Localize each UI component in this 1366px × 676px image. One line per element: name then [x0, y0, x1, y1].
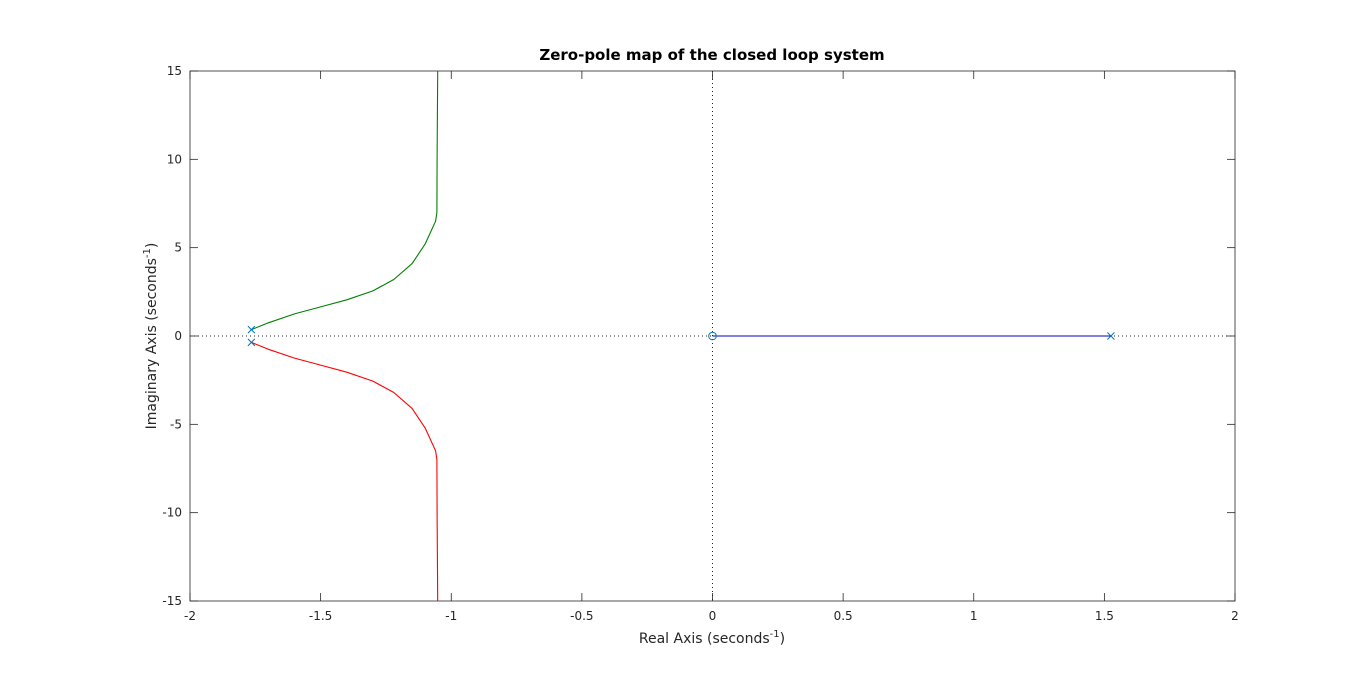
- y-tick-label: 0: [174, 329, 182, 343]
- zero-marker: [708, 331, 717, 341]
- y-axis-label-main: Imaginary Axis (seconds: [144, 258, 160, 429]
- locus-branch-2: [251, 341, 439, 602]
- x-axis-label-main: Real Axis (seconds: [639, 631, 770, 647]
- x-axis-label: Real Axis (seconds-1): [639, 629, 785, 647]
- x-tick-label: 2: [1231, 609, 1239, 623]
- x-tick-label: 1.5: [1095, 609, 1114, 623]
- pole-marker-stroke: [247, 325, 256, 334]
- y-tick-label: -15: [162, 594, 182, 608]
- pole-marker-stroke: [1107, 332, 1115, 340]
- y-tick-label: -5: [170, 417, 182, 431]
- x-axis-label-sup: -1: [770, 629, 780, 640]
- x-tick-label: -2: [184, 609, 196, 623]
- y-axis-label-sup: -1: [142, 248, 153, 258]
- y-tick-label: 5: [174, 241, 182, 255]
- x-tick-label: 0.5: [834, 609, 853, 623]
- x-axis-label-suffix: ): [780, 631, 785, 647]
- x-tick-label: 1: [970, 609, 978, 623]
- pole-marker-stroke: [247, 338, 256, 347]
- y-tick-label: 15: [167, 64, 182, 78]
- x-tick-label: -1.5: [309, 609, 332, 623]
- y-axis-label: Imaginary Axis (seconds-1): [142, 243, 160, 430]
- chart-title: Zero-pole map of the closed loop system: [539, 46, 884, 64]
- x-tick-label: -0.5: [570, 609, 593, 623]
- pole-marker: [247, 338, 256, 347]
- plot-area: -2 -1.5 -1 -0.5 0 0.5 1 1.5 2 -15 -10 -5 0 5 10 15: [162, 64, 1238, 623]
- x-tick-label: 0: [709, 609, 717, 623]
- y-axis-label-suffix: ): [144, 243, 160, 248]
- locus-branch-1: [251, 70, 439, 331]
- y-tick-label: -10: [162, 506, 182, 520]
- x-tick-label: -1: [445, 609, 457, 623]
- pole-marker: [1107, 332, 1115, 340]
- y-tick-label: 10: [167, 152, 182, 166]
- pole-marker: [247, 325, 256, 334]
